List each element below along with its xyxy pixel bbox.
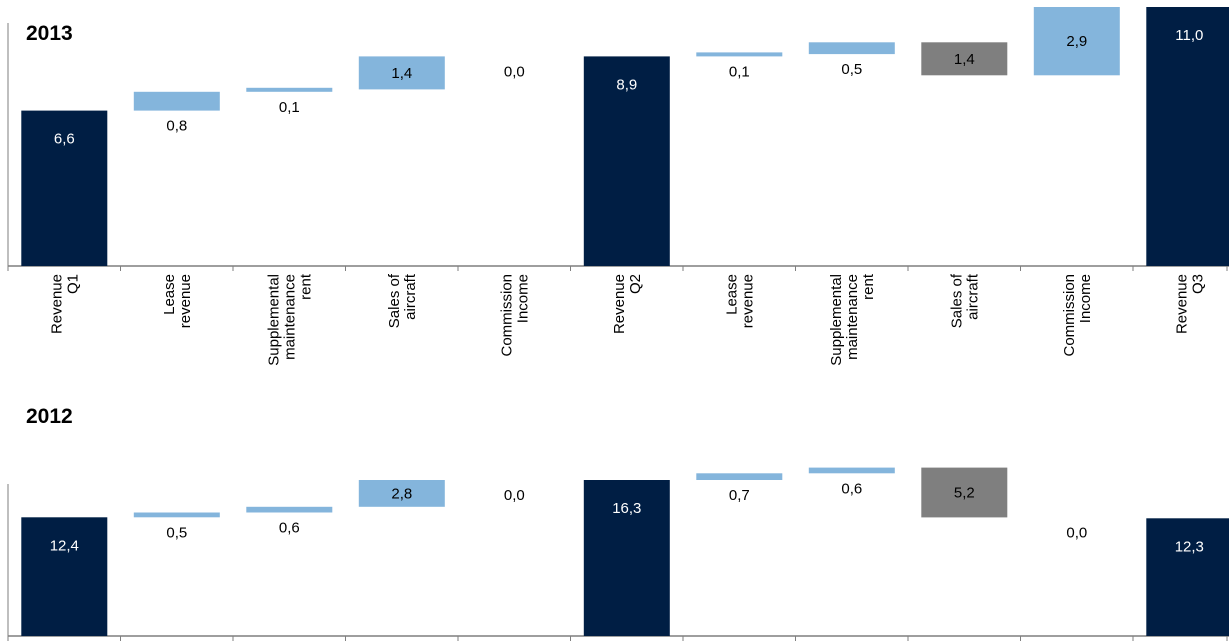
category-label: Leaserevenue <box>723 274 756 328</box>
data-label: 2,9 <box>1066 33 1087 50</box>
bar-increase <box>358 56 445 90</box>
category-label-line: rent <box>860 273 877 300</box>
waterfall-panel-2012: 2012 12,4 0,5 0,6 2,8 0,0 16,3 0,7 0,6 5,2 0,0 12,3 <box>7 405 1229 641</box>
category-label-line: Commission <box>498 274 515 357</box>
data-label: 0,0 <box>1066 524 1087 541</box>
category-label-line: Supplemental <box>265 274 282 366</box>
category-label-line: Lease <box>161 274 178 315</box>
data-label: 16,3 <box>612 500 641 517</box>
category-label: Leaserevenue <box>161 274 194 328</box>
bar-increase <box>133 91 220 111</box>
data-label: 0,5 <box>166 524 187 541</box>
category-label-line: Income <box>514 274 531 323</box>
category-label-line: Q2 <box>627 274 644 294</box>
category-label-line: aircraft <box>402 273 419 320</box>
category-label-line: Lease <box>723 274 740 315</box>
category-label: RevenueQ3 <box>1173 274 1206 334</box>
bar-decrease <box>921 42 1008 76</box>
data-label: 0,1 <box>279 99 300 116</box>
data-label: 0,0 <box>504 63 525 80</box>
panel-title: 2012 <box>26 405 73 428</box>
data-label: 11,0 <box>1175 27 1203 44</box>
data-label: 1,4 <box>954 51 975 68</box>
category-label: RevenueQ1 <box>48 274 81 334</box>
data-label: 0,5 <box>841 61 862 78</box>
data-label: 0,6 <box>841 480 862 497</box>
bar-total <box>21 517 108 636</box>
data-label: 1,4 <box>391 65 412 82</box>
data-label: 0,8 <box>166 118 187 135</box>
bar-increase <box>1033 7 1120 76</box>
bar-increase <box>696 473 783 480</box>
bar-total <box>21 110 108 266</box>
data-label: 0,6 <box>279 520 300 537</box>
data-label: 0,0 <box>504 487 525 504</box>
category-label: Sales ofaircraft <box>386 273 419 328</box>
category-label-line: Sales of <box>948 273 965 328</box>
data-label: 0,1 <box>729 63 750 80</box>
category-label-line: Income <box>1077 274 1094 323</box>
bar-total <box>583 480 670 636</box>
bar-total <box>1146 518 1229 636</box>
category-label-line: Sales of <box>386 273 403 328</box>
bar-total <box>583 56 670 267</box>
data-label: 12,4 <box>50 537 79 554</box>
category-label-line: Q1 <box>64 274 81 294</box>
category-label: Sales ofaircraft <box>948 273 981 328</box>
data-label: 2,8 <box>391 485 412 502</box>
bar-increase <box>808 42 895 55</box>
category-label-line: maintenance <box>844 274 861 360</box>
bar-increase <box>133 512 220 518</box>
data-label: 6,6 <box>54 131 75 148</box>
category-label-line: Q3 <box>1189 274 1206 294</box>
data-label: 12,3 <box>1175 538 1204 555</box>
category-label-line: revenue <box>739 274 756 328</box>
bar-increase <box>808 467 895 474</box>
bar-increase <box>246 506 333 513</box>
data-label: 0,7 <box>729 487 750 504</box>
category-label: RevenueQ2 <box>611 274 644 334</box>
category-label: Supplementalmaintenancerent <box>828 273 877 366</box>
category-label-line: Revenue <box>48 274 65 334</box>
data-label: 8,9 <box>616 76 637 93</box>
category-label-line: revenue <box>177 274 194 328</box>
category-label-line: Commission <box>1061 274 1078 357</box>
category-label: Supplementalmaintenancerent <box>265 273 314 366</box>
bar-total <box>1146 7 1229 266</box>
category-label: CommissionIncome <box>498 274 531 357</box>
waterfall-panel-2013: 2013 6,6 0,8 0,1 1,4 0,0 8,9 0,1 0,5 1,4 2,9 11,0 Re… <box>7 7 1229 366</box>
category-label-line: aircraft <box>964 273 981 320</box>
bar-increase <box>246 87 333 92</box>
data-label: 5,2 <box>954 484 975 501</box>
bar-decrease <box>921 467 1008 518</box>
category-label-line: rent <box>297 273 314 300</box>
panel-title: 2013 <box>26 22 73 45</box>
bar-increase <box>696 52 783 57</box>
category-label-line: Revenue <box>611 274 628 334</box>
category-label: CommissionIncome <box>1061 274 1094 357</box>
bar-increase <box>358 480 445 507</box>
category-label-line: Supplemental <box>828 274 845 366</box>
category-label-line: maintenance <box>281 274 298 360</box>
category-label-line: Revenue <box>1173 274 1190 334</box>
